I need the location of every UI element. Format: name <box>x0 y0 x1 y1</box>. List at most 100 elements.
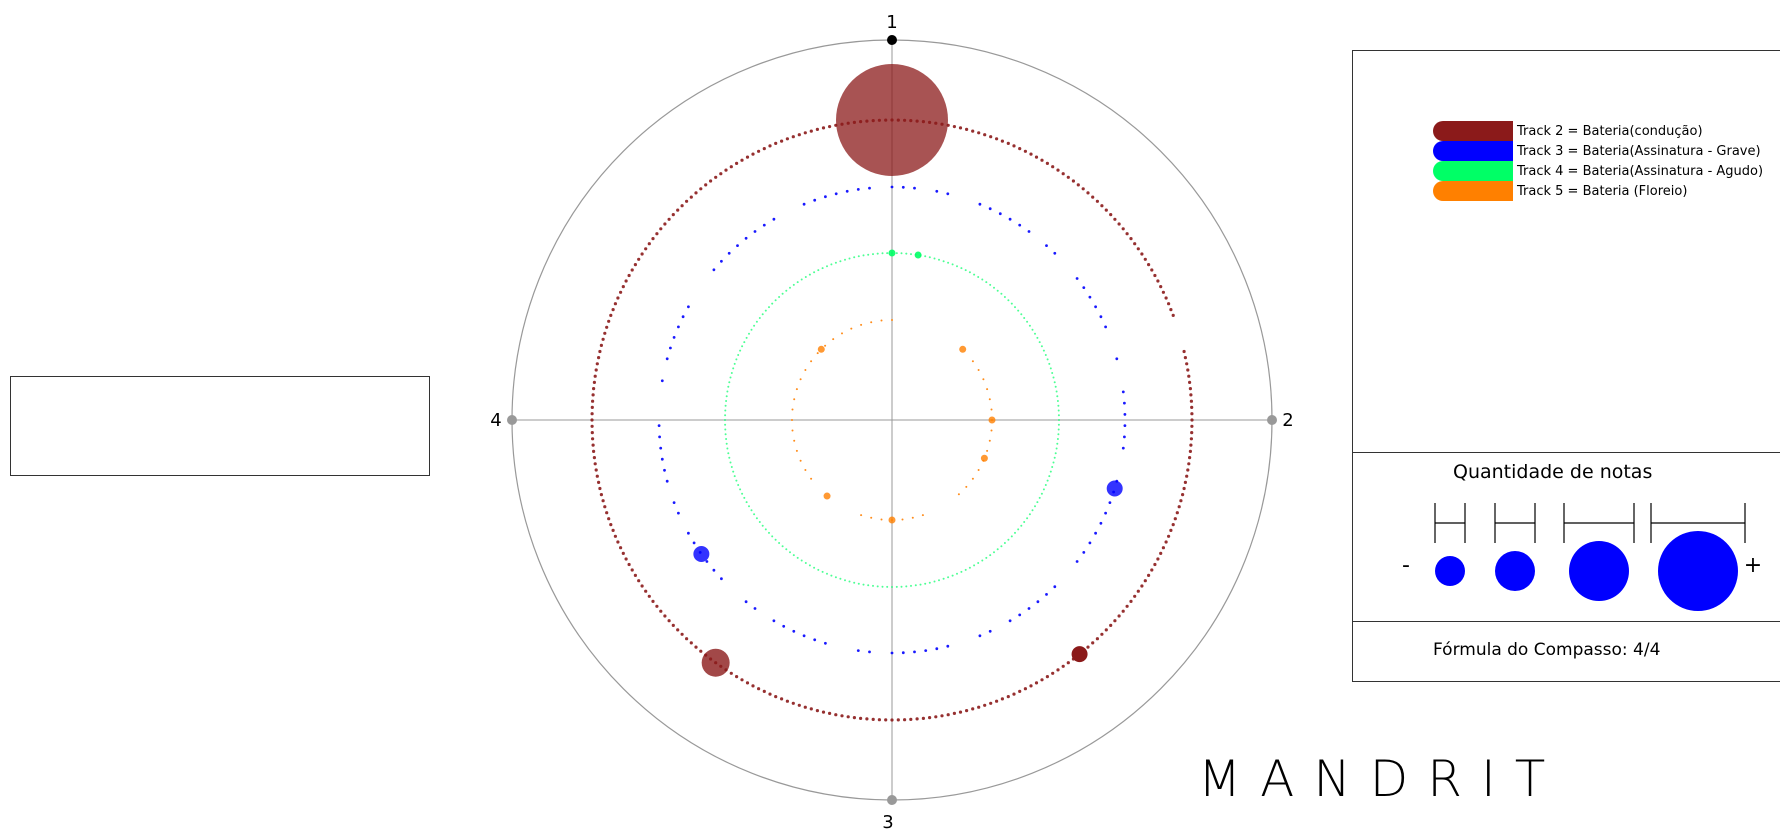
note-dot <box>1169 528 1173 533</box>
note-dot <box>714 175 718 179</box>
note-dot <box>791 408 794 411</box>
note-dot <box>676 208 680 212</box>
note-dot <box>848 257 851 260</box>
note-dot <box>1056 395 1059 398</box>
note-dot <box>1086 645 1090 649</box>
note-dot <box>651 599 655 604</box>
note-dot <box>1109 213 1113 217</box>
note-dot <box>616 540 620 544</box>
note-dot <box>592 456 597 460</box>
note-dot <box>761 524 764 527</box>
note-dot <box>1026 517 1029 520</box>
note-dot <box>1023 317 1026 319</box>
note-dot <box>911 516 914 519</box>
time-signature: Fórmula do Compasso: 4/4 <box>1433 640 1661 660</box>
note-dot <box>592 387 596 391</box>
note-dot <box>590 424 594 428</box>
note-dot <box>1036 501 1039 504</box>
note-dot <box>1113 619 1117 623</box>
note-dot <box>914 584 917 587</box>
ring-track-5 <box>791 319 993 521</box>
note-dot <box>687 305 690 309</box>
note-dot <box>672 336 676 339</box>
note-dot <box>1036 600 1040 604</box>
note-dot <box>1053 251 1057 255</box>
note-dot <box>607 319 611 323</box>
note-dot <box>633 263 638 267</box>
note-dot <box>1153 562 1157 567</box>
note-dot <box>824 195 827 199</box>
note-dot <box>1055 390 1058 393</box>
note-dot <box>640 584 644 588</box>
note-dot <box>1006 141 1010 145</box>
note-dot <box>971 360 974 363</box>
note-dot <box>956 265 958 268</box>
highlight-note-track-2 <box>836 64 948 176</box>
note-dot <box>946 644 950 648</box>
note-dot <box>1167 534 1171 538</box>
note-dot <box>988 629 992 633</box>
note-dot <box>977 469 980 471</box>
note-dot <box>729 461 732 464</box>
note-dot <box>1153 273 1157 278</box>
note-dot <box>1181 493 1185 497</box>
note-dot <box>667 619 671 623</box>
note-dot <box>793 439 796 442</box>
note-dot <box>809 129 813 133</box>
note-dot <box>817 269 820 272</box>
note-dot <box>741 492 744 495</box>
note-dot <box>689 195 693 199</box>
note-dot <box>689 641 693 645</box>
note-dot <box>971 477 974 480</box>
highlight-note-track-4 <box>914 251 922 259</box>
note-dot <box>841 332 843 335</box>
note-dot <box>834 576 837 579</box>
note-dot <box>624 557 628 561</box>
note-dot <box>762 223 766 227</box>
note-dot <box>856 188 860 191</box>
note-dot <box>1129 599 1133 604</box>
beat-markers: 1 2 3 4 <box>490 12 1293 833</box>
note-dot <box>748 332 750 335</box>
note-dot <box>1164 296 1168 300</box>
note-dot <box>856 649 860 652</box>
note-dot <box>846 715 850 719</box>
note-dot <box>1052 376 1055 379</box>
note-dot <box>890 651 894 655</box>
note-dot <box>813 566 816 569</box>
note-dot <box>821 126 826 130</box>
note-dot <box>1023 149 1027 153</box>
note-dot <box>1046 479 1049 482</box>
note-dot <box>1027 230 1031 233</box>
note-dot <box>605 511 609 515</box>
note-dot <box>672 501 676 504</box>
note-dot <box>774 695 778 699</box>
note-dot <box>896 718 900 722</box>
note-dot <box>728 456 731 459</box>
note-dot <box>1117 222 1121 226</box>
note-dot <box>1057 423 1060 426</box>
note-dot <box>891 319 893 321</box>
note-dot <box>834 713 838 717</box>
note-dot <box>1053 456 1056 459</box>
note-dot <box>720 259 723 263</box>
note-dot <box>821 710 826 714</box>
note-dot <box>745 155 750 159</box>
note-dot <box>1066 661 1070 665</box>
note-dot <box>1188 387 1192 391</box>
note-dot <box>1040 678 1044 682</box>
note-dot <box>1018 147 1022 151</box>
note-dot <box>1104 628 1108 632</box>
note-dot <box>1020 313 1023 316</box>
note-dot <box>973 273 976 276</box>
note-dot <box>677 511 680 515</box>
note-dot <box>768 692 772 696</box>
note-dot <box>737 484 740 486</box>
note-dot <box>860 323 863 326</box>
note-dot <box>797 703 801 707</box>
note-dot <box>729 165 733 169</box>
note-dot <box>990 408 993 411</box>
size-level-1 <box>1435 556 1465 586</box>
note-dot <box>946 192 950 196</box>
note-dot <box>725 442 728 445</box>
